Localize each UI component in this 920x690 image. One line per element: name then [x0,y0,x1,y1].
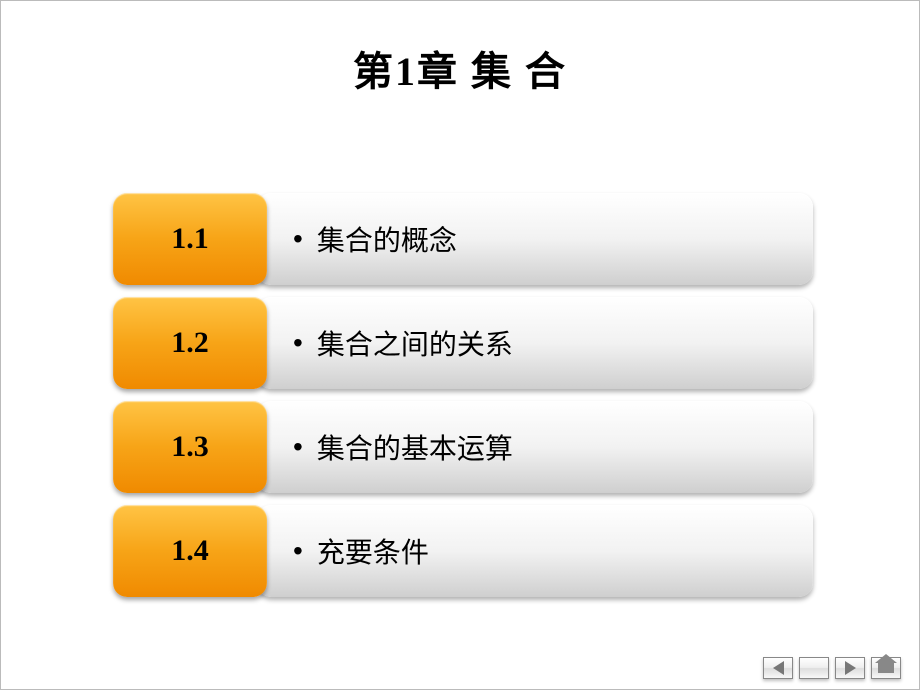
section-number-tab: 1.4 [113,505,267,597]
section-title: 集合的概念 [317,219,457,259]
page-title: 第1章 集 合 [1,39,919,97]
home-button[interactable] [871,657,901,679]
section-title-bar: • 集合之间的关系 [257,297,813,389]
chapter-list: 1.1 • 集合的概念 1.2 • 集合之间的关系 1.3 • 集合的基本运算 … [113,193,813,609]
section-title: 集合的基本运算 [317,427,513,467]
home-icon [878,663,894,673]
section-title-bar: • 集合的基本运算 [257,401,813,493]
section-number-tab: 1.2 [113,297,267,389]
arrow-right-icon [845,661,856,675]
fullscreen-button[interactable] [799,657,829,679]
prev-button[interactable] [763,657,793,679]
section-number-tab: 1.3 [113,401,267,493]
next-button[interactable] [835,657,865,679]
bullet-icon: • [293,327,303,359]
bullet-icon: • [293,535,303,567]
list-item: 1.4 • 充要条件 [113,505,813,597]
section-number-tab: 1.1 [113,193,267,285]
section-title: 充要条件 [317,531,429,571]
slide-nav [763,657,901,679]
list-item: 1.2 • 集合之间的关系 [113,297,813,389]
section-title: 集合之间的关系 [317,323,513,363]
list-item: 1.1 • 集合的概念 [113,193,813,285]
arrow-left-icon [773,661,784,675]
bullet-icon: • [293,431,303,463]
section-title-bar: • 集合的概念 [257,193,813,285]
section-title-bar: • 充要条件 [257,505,813,597]
list-item: 1.3 • 集合的基本运算 [113,401,813,493]
bullet-icon: • [293,223,303,255]
